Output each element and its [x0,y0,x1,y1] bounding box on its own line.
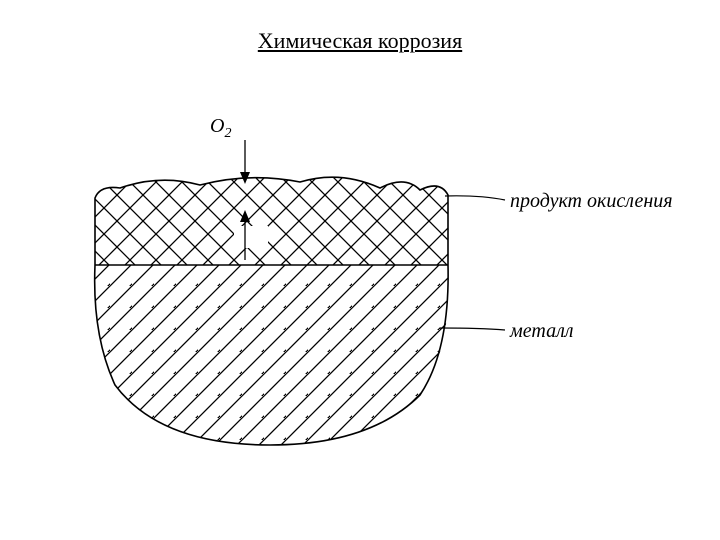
corrosion-diagram [0,0,720,540]
